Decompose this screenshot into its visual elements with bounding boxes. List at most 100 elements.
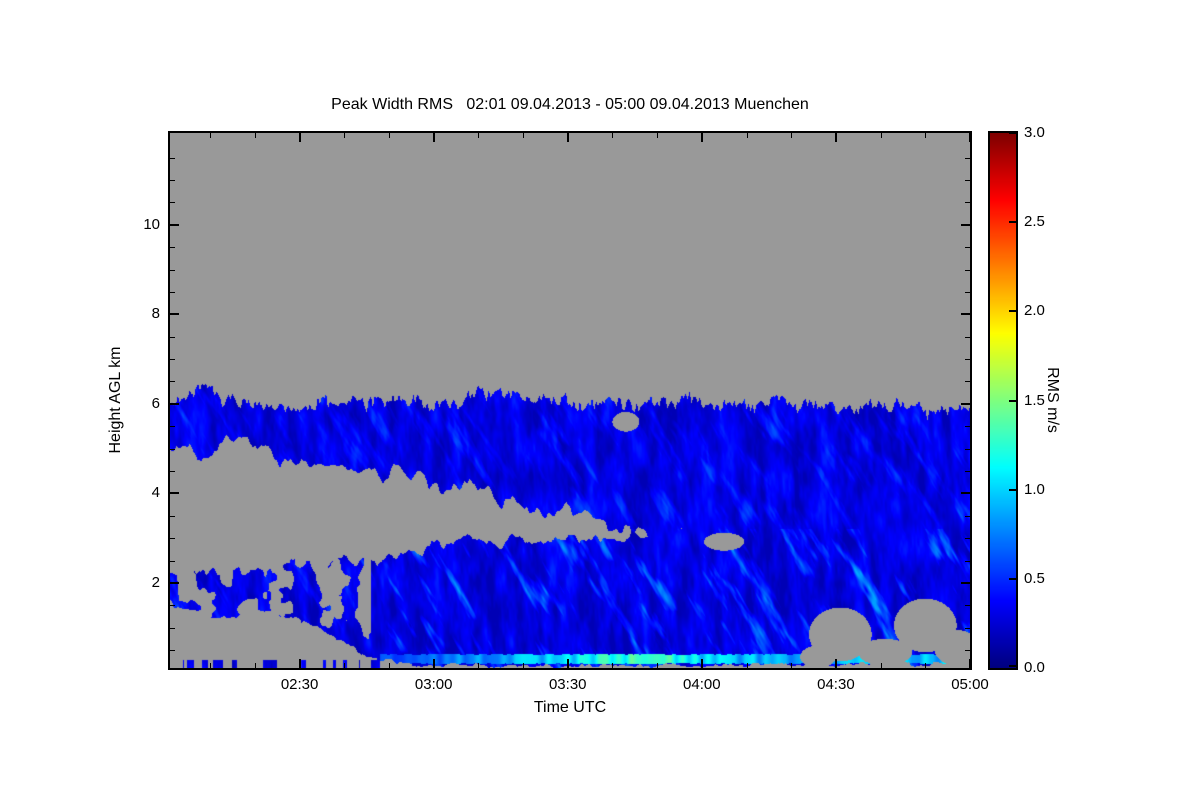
x-tick-label: 03:00 [414,676,453,693]
y-tick-mirror [961,581,970,584]
y-minor-tick [170,515,175,517]
x-minor-tick-mirror [657,133,659,138]
x-tick-label: 03:30 [548,676,587,693]
y-minor-tick [170,291,175,293]
y-tick-mirror [961,223,970,226]
x-tick [566,659,569,668]
x-tick-mirror [969,133,971,142]
y-minor-tick-mirror [965,157,970,159]
x-minor-tick [925,663,927,668]
y-minor-tick-mirror [965,448,970,450]
y-minor-tick [170,247,175,249]
y-tick [170,492,179,495]
plot-frame [168,131,972,670]
y-tick-label: 8 [151,305,160,323]
y-minor-tick [170,538,175,540]
y-minor-tick [170,180,175,181]
y-minor-tick-mirror [965,426,970,428]
y-minor-tick [170,202,175,204]
x-minor-tick-mirror [746,133,748,138]
y-minor-tick-mirror [965,605,970,607]
y-tick [170,402,179,405]
y-tick-label: 4 [151,484,160,502]
y-minor-tick-mirror [965,180,970,181]
colorbar-tick [1009,577,1016,580]
y-tick-label: 2 [151,573,160,591]
x-axis-label: Time UTC [533,699,607,716]
x-tick-mirror [700,133,703,142]
colorbar-tick-label: 2.0 [1024,302,1045,320]
x-minor-tick [523,663,525,668]
x-minor-tick [612,663,614,668]
y-minor-tick [170,471,175,472]
y-minor-tick-mirror [965,515,970,517]
y-minor-tick-mirror [965,627,970,629]
x-minor-tick-mirror [880,133,882,138]
x-minor-tick [344,663,346,668]
y-minor-tick-mirror [965,359,970,361]
colorbar-tick [1009,310,1016,313]
x-tick-label: 02:30 [280,676,319,693]
y-minor-tick [170,336,175,338]
x-tick-mirror [298,133,301,142]
x-tick [298,659,301,668]
x-minor-tick-mirror [925,133,927,138]
y-minor-tick [170,269,175,271]
colorbar-tick-label: 0.5 [1024,569,1045,587]
y-minor-tick-mirror [965,560,970,562]
x-tick-mirror [566,133,569,142]
colorbar-tick-label: 1.0 [1024,480,1045,498]
y-minor-tick [170,381,175,383]
x-minor-tick-mirror [478,133,480,138]
x-minor-tick-mirror [344,133,346,138]
y-minor-tick [170,560,175,562]
colorbar-frame [988,131,1018,670]
x-tick-label: 04:00 [683,676,721,693]
y-tick-mirror [961,402,970,405]
y-minor-tick [170,627,175,629]
x-minor-tick [254,663,256,668]
y-tick [170,581,179,584]
colorbar-tick-label: 1.5 [1024,391,1045,409]
x-tick [834,659,837,668]
y-minor-tick [170,426,175,428]
y-minor-tick-mirror [965,247,970,249]
colorbar-tick [1009,399,1016,402]
x-minor-tick-mirror [210,133,212,138]
y-minor-tick-mirror [965,291,970,293]
x-tick [432,659,435,668]
colorbar-tick [1009,132,1016,134]
y-tick-mirror [961,313,970,316]
x-minor-tick-mirror [254,133,256,138]
colorbar-tick [1009,665,1016,667]
y-minor-tick [170,650,175,652]
x-minor-tick [210,663,212,668]
y-minor-tick [170,605,175,607]
x-minor-tick-mirror [388,133,390,138]
x-tick [969,659,971,668]
colorbar-tick-label: 2.5 [1024,213,1045,231]
x-tick-mirror [834,133,837,142]
x-minor-tick-mirror [791,133,793,138]
x-tick-mirror [432,133,435,142]
x-minor-tick-mirror [523,133,525,138]
x-minor-tick [791,663,793,668]
x-minor-tick [478,663,480,668]
y-minor-tick-mirror [965,381,970,383]
chart-title: Peak Width RMS 02:01 09.04.2013 - 05:00 … [331,96,809,113]
heatmap-canvas [170,133,970,668]
x-minor-tick-mirror [612,133,614,138]
y-minor-tick [170,359,175,361]
y-tick [170,313,179,316]
y-minor-tick-mirror [965,538,970,540]
colorbar-tick-label: 0.0 [1024,659,1045,676]
y-tick [170,223,179,226]
x-minor-tick [746,663,748,668]
colorbar-tick [1009,221,1016,224]
x-minor-tick [657,663,659,668]
x-tick-label: 05:00 [951,676,989,693]
x-tick-label: 04:30 [817,676,855,693]
x-minor-tick [880,663,882,668]
y-minor-tick-mirror [965,269,970,271]
y-minor-tick-mirror [965,471,970,472]
